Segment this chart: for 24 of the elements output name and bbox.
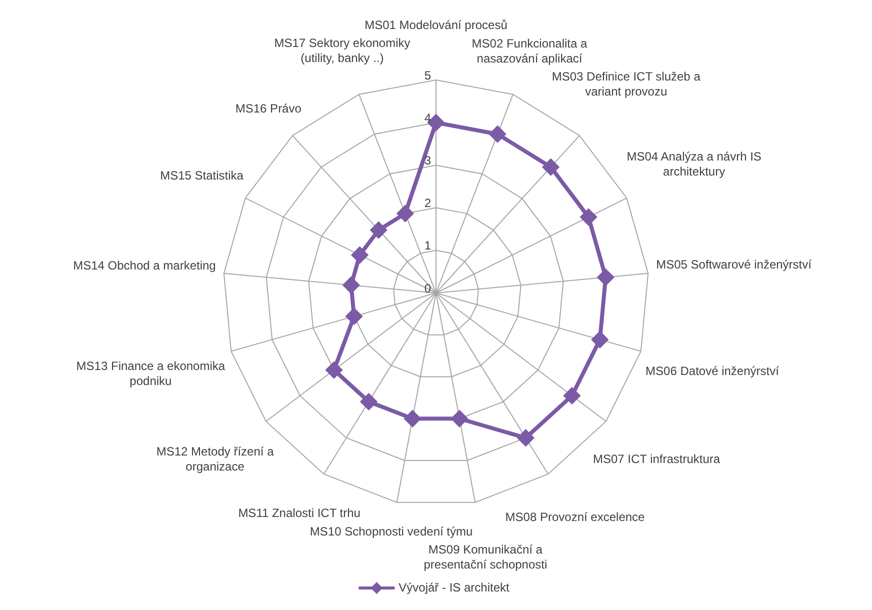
legend-label: Vývojář - IS architekt (398, 580, 510, 594)
spoke-label: MS02 Funkcionalita a nasazování aplikací (472, 36, 588, 66)
y-tick-label: 2 (424, 196, 432, 210)
spoke-label: MS07 ICT infrastruktura (592, 452, 720, 466)
spoke-label: MS09 Komunikační a presentační schopnosti (424, 542, 548, 572)
spoke-label: MS10 Schopnosti vedení týmu (310, 524, 473, 538)
spoke-label: MS06 Datové inženýrství (646, 364, 780, 378)
spoke-label: MS16 Právo (235, 101, 302, 116)
y-tick-label: 0 (424, 281, 432, 296)
y-tick-label: 1 (424, 238, 432, 253)
y-tick-label: 3 (424, 154, 432, 168)
spoke-label: MS14 Obchod a marketing (73, 258, 216, 272)
spoke-label: MS04 Analýza a návrh IS architektury (626, 149, 762, 178)
spoke-label: MS01 Modelování procesů (364, 18, 508, 32)
spoke-label: MS15 Statistika (160, 168, 244, 183)
spoke-label: MS11 Znalosti ICT trhu (238, 506, 360, 520)
spoke-label: MS03 Definice ICT služeb a variant provozu (552, 69, 701, 98)
y-tick-label: 4 (424, 110, 432, 125)
y-tick-label: 5 (424, 68, 432, 82)
spoke-label: MS05 Softwarové inženýrství (656, 258, 812, 272)
spoke-label: MS17 Sektory ekonomiky (utility, banky ..) (274, 36, 410, 65)
spoke-label: MS08 Provozní excelence (505, 510, 646, 524)
spoke-label: MS12 Metody řízení a organizace (156, 444, 274, 474)
spoke-label: MS13 Finance a ekonomika podniku (76, 358, 226, 388)
